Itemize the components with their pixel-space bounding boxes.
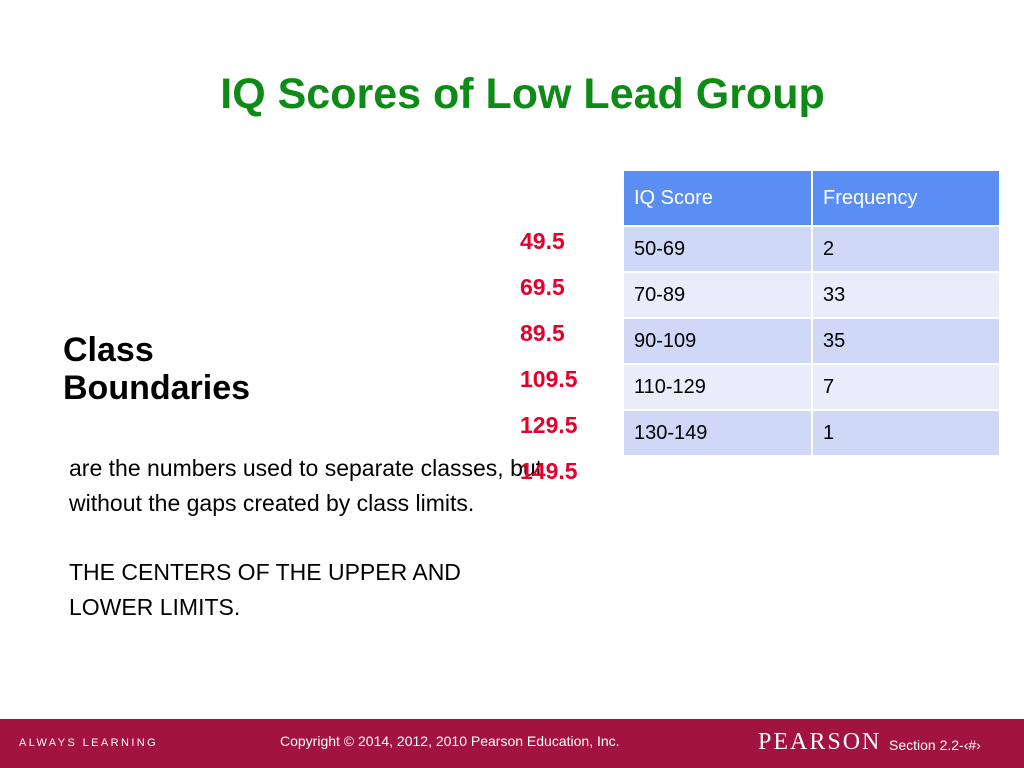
boundary-value: 109.5 (520, 366, 578, 392)
footer-section-number: Section 2.2-‹#› (889, 737, 981, 753)
table-row: 70-89 33 (622, 271, 1001, 319)
frequency-cell: 2 (811, 225, 1001, 273)
table-row: 50-69 2 (622, 225, 1001, 273)
table-row: 90-109 35 (622, 317, 1001, 365)
table-header-row: IQ Score Frequency (622, 169, 1001, 227)
frequency-cell: 35 (811, 317, 1001, 365)
class-boundaries-heading: Class Boundaries (63, 331, 250, 407)
definition-text: are the numbers used to separate classes… (69, 451, 549, 625)
boundary-value: 69.5 (520, 274, 565, 300)
boundary-value: 49.5 (520, 228, 565, 254)
table-row: 110-129 7 (622, 363, 1001, 411)
table-row: 130-149 1 (622, 409, 1001, 457)
pearson-logo: PEARSON (758, 729, 882, 755)
footer-bar: ALWAYS LEARNING Copyright © 2014, 2012, … (0, 719, 1024, 768)
heading-line-2: Boundaries (63, 369, 251, 407)
note-line-1: THE CENTERS OF THE UPPER AND (69, 559, 461, 585)
boundary-value: 149.5 (520, 458, 578, 484)
definition-paragraph: are the numbers used to separate classes… (69, 455, 543, 516)
boundary-value: 89.5 (520, 320, 565, 346)
frequency-cell: 7 (811, 363, 1001, 411)
header-frequency: Frequency (811, 169, 1001, 227)
frequency-cell: 33 (811, 271, 1001, 319)
heading-line-1: Class (63, 331, 154, 369)
iq-score-cell: 90-109 (622, 317, 813, 365)
note-paragraph: THE CENTERS OF THE UPPER AND LOWER LIMIT… (69, 555, 549, 625)
frequency-table: IQ Score Frequency 50-69 2 70-89 33 90-1… (622, 169, 1001, 457)
footer-tagline: ALWAYS LEARNING (19, 737, 159, 749)
footer-copyright: Copyright © 2014, 2012, 2010 Pearson Edu… (280, 733, 620, 749)
iq-score-cell: 130-149 (622, 409, 813, 457)
slide-title: IQ Scores of Low Lead Group (220, 70, 825, 118)
boundary-value: 129.5 (520, 412, 578, 438)
frequency-cell: 1 (811, 409, 1001, 457)
note-line-2: LOWER LIMITS. (69, 594, 241, 620)
iq-score-cell: 50-69 (622, 225, 813, 273)
iq-score-cell: 110-129 (622, 363, 813, 411)
header-iq-score: IQ Score (622, 169, 813, 227)
iq-score-cell: 70-89 (622, 271, 813, 319)
boundary-values-list: 49.5 69.5 89.5 109.5 129.5 149.5 (520, 218, 578, 494)
